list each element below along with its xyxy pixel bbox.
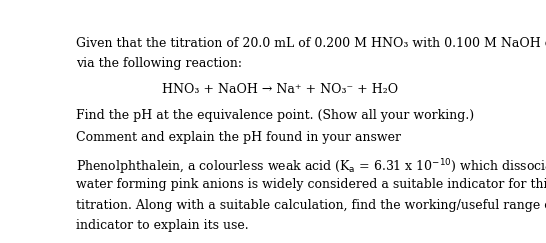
Text: Phenolphthalein, a colourless weak acid (K$_\mathrm{a}$ = 6.31 x 10$^{-10}$) whi: Phenolphthalein, a colourless weak acid … — [76, 157, 546, 177]
Text: indicator to explain its use.: indicator to explain its use. — [76, 219, 248, 232]
Text: Comment and explain the pH found in your answer: Comment and explain the pH found in your… — [76, 130, 401, 144]
Text: water forming pink anions is widely considered a suitable indicator for this: water forming pink anions is widely cons… — [76, 178, 546, 191]
Text: Given that the titration of 20.0 mL of 0.200 M HNO₃ with 0.100 M NaOH occurs: Given that the titration of 20.0 mL of 0… — [76, 37, 546, 50]
Text: Find the pH at the equivalence point. (Show all your working.): Find the pH at the equivalence point. (S… — [76, 109, 474, 122]
Text: via the following reaction:: via the following reaction: — [76, 57, 242, 70]
Text: HNO₃ + NaOH → Na⁺ + NO₃⁻ + H₂O: HNO₃ + NaOH → Na⁺ + NO₃⁻ + H₂O — [162, 83, 398, 95]
Text: titration. Along with a suitable calculation, find the working/useful range of t: titration. Along with a suitable calcula… — [76, 199, 546, 212]
